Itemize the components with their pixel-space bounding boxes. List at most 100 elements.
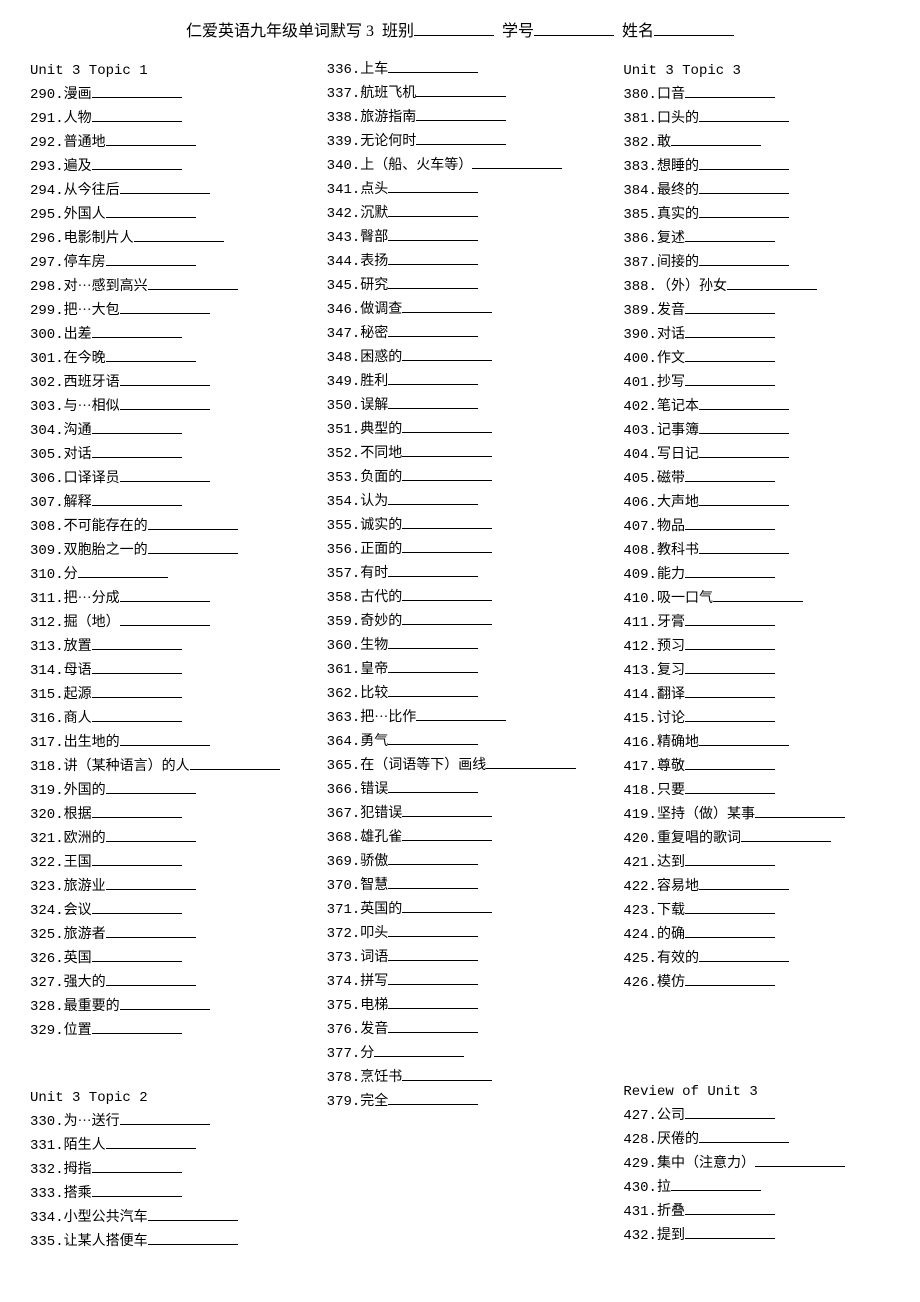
answer-blank-line [92,84,182,98]
item-number: 419. [623,805,657,826]
answer-blank-line [92,1159,182,1173]
vocab-item: 331.陌生人 [30,1135,297,1157]
item-text: 沟通 [64,420,92,441]
item-number: 403. [623,421,657,442]
vocab-item: 357.有时 [327,563,594,585]
item-number: 342. [327,204,361,225]
item-number: 341. [327,180,361,201]
answer-blank-line [402,1067,492,1081]
item-text: 口译译员 [64,468,120,489]
item-number: 334. [30,1208,64,1229]
answer-blank-line [388,875,478,889]
vocab-item: 373.词语 [327,947,594,969]
vocab-item: 425.有效的 [623,948,890,970]
vocab-item: 376.发音 [327,1019,594,1041]
item-text: 拇指 [64,1159,92,1180]
item-number: 325. [30,925,64,946]
item-text: 位置 [64,1020,92,1041]
answer-blank-line [92,492,182,506]
vocab-item: 310.分 [30,564,297,586]
vocab-item: 349.胜利 [327,371,594,393]
item-number: 332. [30,1160,64,1181]
answer-blank-line [106,204,196,218]
item-number: 302. [30,373,64,394]
item-text: 诚实的 [360,515,402,536]
item-number: 370. [327,876,361,897]
vocab-item: 324.会议 [30,900,297,922]
answer-blank-line [685,564,775,578]
item-text: 欧洲的 [64,828,106,849]
item-number: 291. [30,109,64,130]
item-text: 笔记本 [657,396,699,417]
answer-blank-line [699,540,789,554]
item-text: 英国的 [360,899,402,920]
vocab-item: 295.外国人 [30,204,297,226]
item-number: 304. [30,421,64,442]
item-number: 377. [327,1044,361,1065]
item-number: 406. [623,493,657,514]
answer-blank-line [685,756,775,770]
vocab-item: 341.点头 [327,179,594,201]
vocab-item: 335.让某人搭便车 [30,1231,297,1253]
answer-blank-line [402,827,492,841]
vocab-item: 389.发音 [623,300,890,322]
answer-blank-line [106,828,196,842]
answer-blank-line [699,108,789,122]
item-text: 电影制片人 [64,228,134,249]
item-number: 305. [30,445,64,466]
item-text: 提到 [657,1225,685,1246]
vocab-item: 358.古代的 [327,587,594,609]
item-text: 让某人搭便车 [64,1231,148,1252]
item-number: 402. [623,397,657,418]
vocab-item: 338.旅游指南 [327,107,594,129]
item-text: 抄写 [657,372,685,393]
item-text: 有效的 [657,948,699,969]
answer-blank-line [106,876,196,890]
vocab-item: 369.骄傲 [327,851,594,873]
vocab-item: 387.间接的 [623,252,890,274]
answer-blank-line [78,564,168,578]
class-field: 班别 [382,20,494,44]
class-blank-line [414,20,494,36]
answer-blank-line [699,1129,789,1143]
answer-blank-line [92,156,182,170]
item-text: 与···相似 [64,396,120,417]
answer-blank-line [388,59,478,73]
vocab-item: 385.真实的 [623,204,890,226]
item-number: 303. [30,397,64,418]
item-text: 只要 [657,780,685,801]
item-number: 429. [623,1154,657,1175]
item-number: 376. [327,1020,361,1041]
vocab-item: 328.最重要的 [30,996,297,1018]
item-text: 完全 [360,1091,388,1112]
vocab-item: 340.上（船、火车等） [327,155,594,177]
item-number: 290. [30,85,64,106]
item-text: 对话 [657,324,685,345]
item-text: 王国 [64,852,92,873]
item-number: 407. [623,517,657,538]
item-text: 上（船、火车等） [360,155,472,176]
answer-blank-line [388,635,478,649]
item-text: 发音 [360,1019,388,1040]
item-text: 胜利 [360,371,388,392]
answer-blank-line [92,636,182,650]
item-number: 324. [30,901,64,922]
vocab-item: 294.从今往后 [30,180,297,202]
vocab-item: 362.比较 [327,683,594,705]
item-number: 431. [623,1202,657,1223]
vocab-item: 377.分 [327,1043,594,1065]
item-number: 349. [327,372,361,393]
item-text: 口头的 [657,108,699,129]
vocab-item: 319.外国的 [30,780,297,802]
item-text: 认为 [360,491,388,512]
answer-blank-line [402,539,492,553]
vocab-item: 291.人物 [30,108,297,130]
vocab-item: 382.敢 [623,132,890,154]
class-label: 班别 [382,20,414,44]
vocab-item: 344.表扬 [327,251,594,273]
vocab-item: 334.小型公共汽车 [30,1207,297,1229]
section-title: Unit 3 Topic 1 [30,61,297,82]
answer-blank-line [388,179,478,193]
answer-blank-line [106,972,196,986]
item-text: 搭乘 [64,1183,92,1204]
